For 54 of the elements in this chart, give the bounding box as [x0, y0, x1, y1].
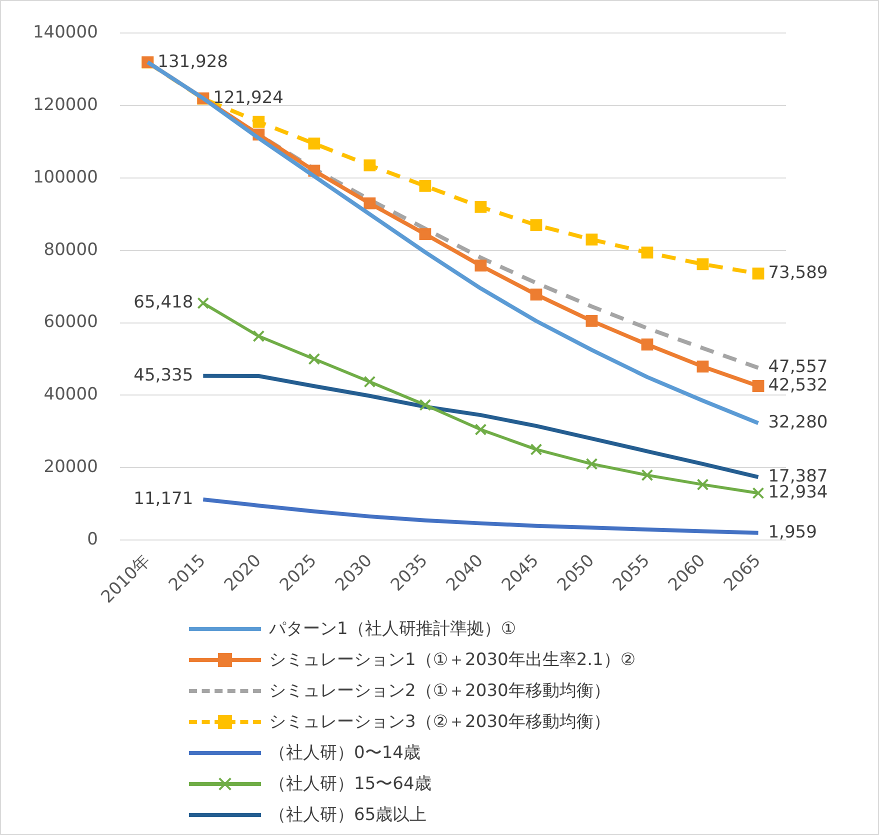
- point: [641, 469, 654, 482]
- y-tick-label: 40000: [44, 384, 98, 405]
- y-tick-label: 140000: [32, 22, 98, 43]
- point: [308, 353, 320, 365]
- data-label: 73,589: [768, 263, 828, 284]
- data-label: 11,171: [134, 488, 194, 509]
- point: [474, 260, 487, 272]
- data-label: 131,928: [158, 52, 228, 72]
- point: [419, 180, 432, 192]
- data-label: 45,335: [134, 365, 194, 386]
- point: [641, 246, 654, 259]
- point: [474, 424, 487, 436]
- point: [197, 297, 210, 310]
- point: [364, 197, 376, 210]
- point: [641, 338, 654, 350]
- point: [530, 288, 542, 300]
- point: [252, 116, 265, 128]
- data-label: 121,924: [213, 88, 284, 108]
- data-label: 47,557: [768, 357, 828, 378]
- point: [752, 268, 764, 280]
- y-tick-label: 100000: [32, 167, 98, 188]
- y-tick-label: 60000: [44, 312, 98, 332]
- point: [252, 330, 265, 342]
- point: [586, 315, 598, 327]
- data-label: 1,959: [768, 522, 817, 542]
- point: [364, 159, 376, 172]
- data-label: 65,418: [134, 292, 194, 313]
- point: [696, 360, 709, 373]
- point: [696, 478, 709, 491]
- legend-label: （社人研）0〜14歳: [269, 742, 420, 764]
- legend-label: パターン1（社人研推計準拠）①: [269, 618, 516, 640]
- data-label: 32,280: [768, 412, 828, 433]
- legend-label: シミュレーション2（①＋2030年移動均衡）: [269, 680, 610, 702]
- point: [752, 487, 764, 500]
- point: [696, 258, 709, 270]
- point: [364, 376, 376, 388]
- point: [586, 234, 598, 246]
- point: [752, 380, 764, 392]
- point: [530, 219, 542, 231]
- point: [586, 458, 598, 470]
- y-tick-label: 120000: [32, 95, 98, 116]
- point: [474, 201, 487, 213]
- y-tick-label: 80000: [44, 240, 98, 260]
- legend-label: （社人研）65歳以上: [269, 804, 427, 826]
- point: [530, 444, 542, 456]
- y-tick-label: 20000: [44, 456, 98, 477]
- point: [419, 228, 432, 240]
- legend-label: （社人研）15〜64歳: [269, 773, 432, 795]
- legend-label: シミュレーション3（②＋2030年移動均衡）: [269, 711, 610, 733]
- data-label: 42,532: [768, 375, 828, 396]
- point: [419, 398, 432, 411]
- y-tick-label: 0: [87, 529, 98, 550]
- point: [308, 138, 320, 150]
- legend-label: シミュレーション1（①＋2030年出生率2.1）②: [269, 649, 636, 671]
